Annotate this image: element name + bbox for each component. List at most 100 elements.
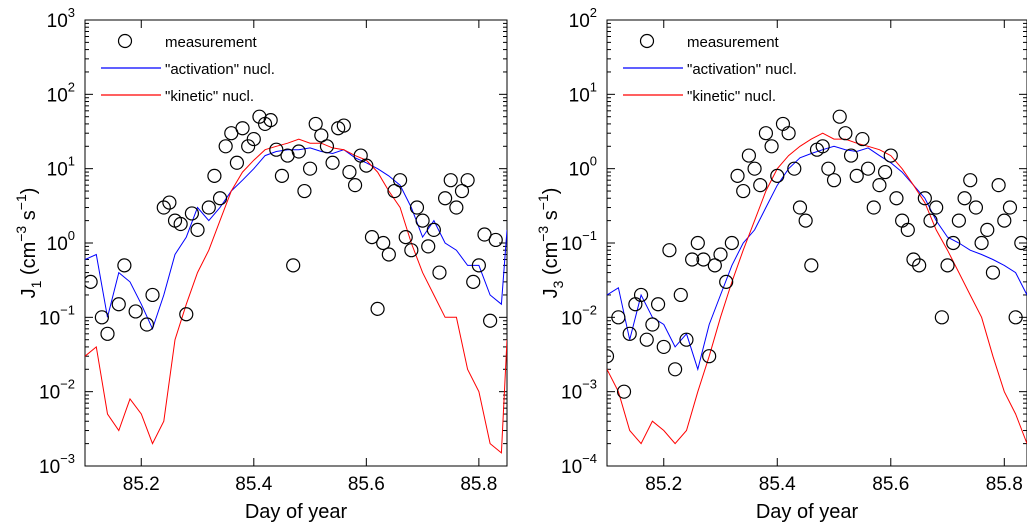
measurement-point	[342, 164, 357, 180]
measurement-point	[184, 206, 200, 221]
legend-marker-measurement	[117, 33, 133, 49]
measurement-point	[117, 258, 132, 273]
measurement-point	[923, 213, 938, 228]
plot-area	[607, 109, 1027, 445]
y-tick-label: 101	[569, 79, 597, 106]
measurement-point	[443, 173, 458, 188]
measurement-point	[438, 191, 453, 206]
measurement-point	[860, 161, 876, 176]
measurement-point	[855, 131, 870, 147]
measurement-point	[912, 258, 927, 273]
y-label-superscript: −1	[13, 194, 29, 210]
measurement-point	[364, 230, 380, 245]
measurement-point	[370, 301, 385, 316]
y-tick-base: 10	[47, 85, 68, 106]
x-tick-label: 85.4	[759, 474, 796, 495]
measurement-point	[900, 222, 915, 238]
measurement-point	[628, 297, 643, 312]
measurement-point	[1008, 310, 1023, 325]
measurement-point	[319, 139, 335, 154]
x-axis-label: Day of year	[756, 501, 859, 523]
measurement-point	[951, 213, 966, 228]
y-tick-exponent: 1	[68, 154, 75, 169]
measurement-point	[145, 287, 160, 303]
measurement-point	[673, 287, 688, 303]
x-tick-label: 85.6	[872, 474, 909, 495]
measurement-point	[85, 274, 98, 289]
measurement-point	[449, 200, 464, 215]
measurement-point	[957, 191, 972, 206]
measurement-point	[622, 326, 637, 341]
measurement-point	[838, 126, 853, 141]
y-axis-label: J3 (cm−3 s−1)	[535, 188, 566, 299]
measurement-point	[946, 235, 961, 251]
y-label-unit: (cm	[540, 242, 562, 281]
y-tick-exponent: −3	[60, 451, 75, 466]
measurement-point	[798, 213, 813, 228]
measurement-point	[190, 222, 205, 238]
measurement-point	[889, 191, 904, 206]
measurement-point	[747, 161, 762, 176]
measurement-point	[775, 116, 791, 132]
y-tick-base: 10	[569, 160, 590, 181]
y-tick-base: 10	[569, 11, 590, 32]
measurement-point	[607, 349, 615, 364]
y-label-superscript: −3	[13, 226, 29, 242]
legend-marker-measurement	[639, 33, 655, 49]
y-label-subscript: 1	[28, 280, 44, 288]
measurement-point	[883, 148, 898, 163]
y-tick-exponent: −4	[582, 451, 597, 466]
measurement-point	[668, 362, 683, 377]
y-tick-base: 10	[561, 234, 582, 255]
measurement-point	[974, 235, 989, 251]
y-tick-label: 10−3	[39, 451, 75, 478]
y-tick-exponent: −2	[60, 377, 75, 392]
measurement-point	[426, 222, 441, 238]
measurement-point	[917, 191, 932, 206]
measurement-point	[753, 178, 768, 193]
x-tick-label: 85.4	[235, 474, 272, 495]
y-tick-exponent: 3	[68, 5, 75, 20]
measurement-point	[156, 200, 171, 215]
measurement-point	[246, 131, 261, 147]
measurement-point	[1002, 200, 1018, 215]
y-tick-label: 100	[47, 228, 75, 255]
legend-label: "activation" nucl.	[687, 61, 797, 78]
measurement-point	[387, 183, 402, 199]
measurement-point	[415, 213, 430, 228]
legend-label: "kinetic" nucl.	[165, 88, 254, 105]
y-tick-exponent: 1	[590, 79, 597, 94]
measurement-point	[991, 178, 1006, 193]
measurement-point	[488, 232, 503, 248]
measurement-point	[297, 183, 312, 199]
measurement-point	[736, 183, 751, 199]
measurement-point	[179, 307, 194, 322]
measurement-point	[781, 126, 796, 141]
y-tick-exponent: −1	[582, 228, 597, 243]
measurement-point	[980, 222, 995, 238]
measurement-point	[466, 274, 481, 289]
y-tick-label: 101	[47, 154, 75, 181]
measurement-point	[872, 178, 887, 193]
y-tick-exponent: 0	[590, 154, 597, 169]
measurement-point	[997, 213, 1012, 228]
measurement-point	[139, 317, 154, 332]
measurement-point	[269, 142, 284, 157]
y-label-unit: )	[18, 188, 40, 195]
series-kinetic-line	[607, 132, 1027, 445]
y-tick-label: 10−4	[561, 451, 597, 478]
measurement-point	[291, 144, 306, 159]
legend-label: "kinetic" nucl.	[687, 88, 776, 105]
measurement-point	[241, 139, 256, 154]
y-label-unit: (cm	[18, 242, 40, 281]
y-label-main: J	[540, 288, 562, 298]
measurement-point	[849, 168, 864, 183]
legend-label: "activation" nucl.	[165, 61, 275, 78]
measurement-point	[263, 113, 278, 128]
y-tick-base: 10	[47, 234, 68, 255]
measurement-point	[730, 168, 745, 183]
measurement-point	[392, 173, 408, 188]
measurement-point	[826, 173, 842, 188]
measurement-point	[347, 178, 363, 193]
